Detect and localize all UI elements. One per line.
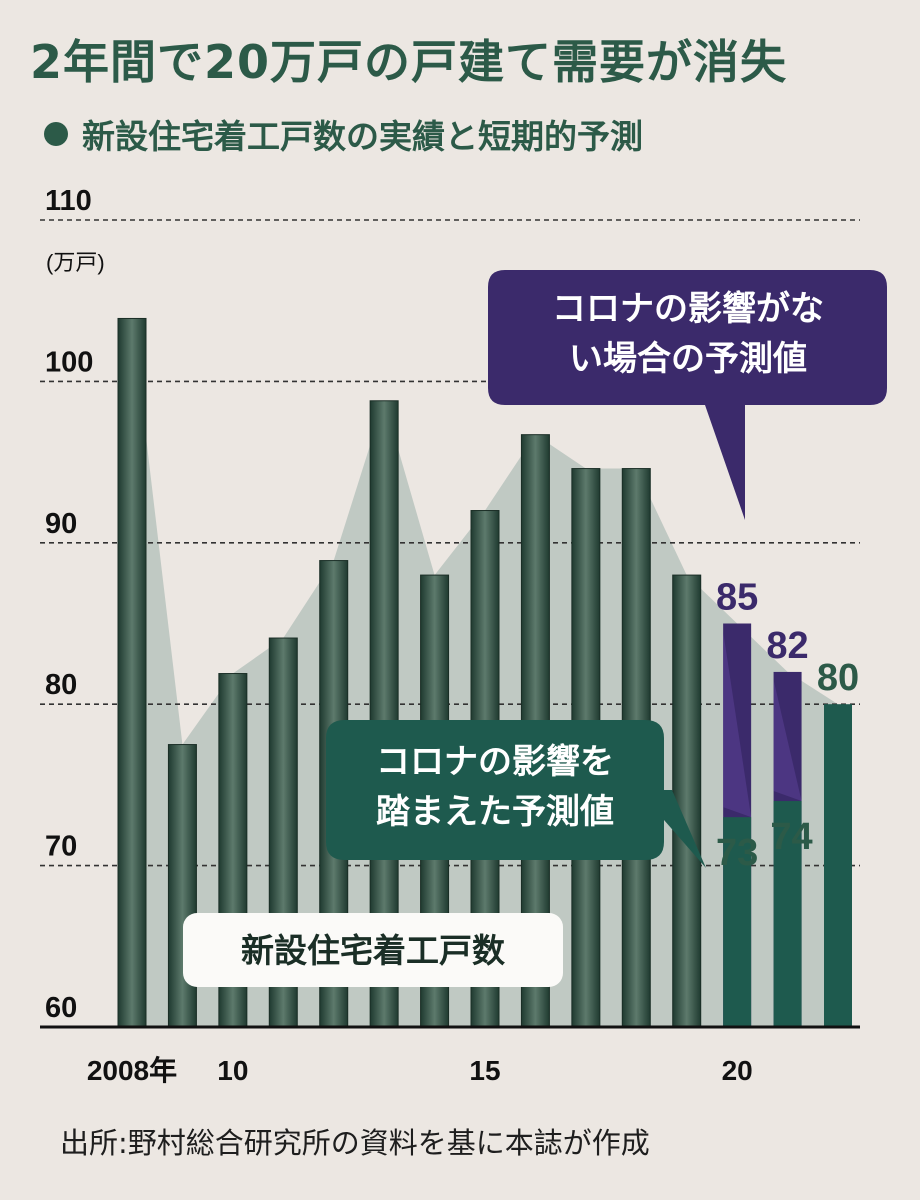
x-tick-label: 2008年 <box>87 1054 177 1086</box>
x-tick-label: 20 <box>722 1055 753 1086</box>
bar-forecast-shade <box>773 679 802 802</box>
y-tick-label: 110 <box>45 185 92 217</box>
y-tick-label: 60 <box>45 992 77 1024</box>
legend-label: 新設住宅着工戸数 <box>241 931 506 970</box>
subtitle-row: 新設住宅着工戸数の実績と短期的予測 <box>44 110 643 158</box>
bar-actual <box>117 317 147 1028</box>
bar-actual <box>672 574 702 1028</box>
data-label: 73 <box>716 832 758 874</box>
data-label: 74 <box>770 816 812 858</box>
y-tick-label: 80 <box>45 669 77 701</box>
bar-forecast-covid <box>723 817 752 1027</box>
x-tick-label: 15 <box>469 1055 500 1086</box>
y-tick-label: 100 <box>45 346 93 378</box>
bullet-icon <box>44 122 68 146</box>
y-tick-label: 90 <box>45 508 77 540</box>
source-note: 出所:野村総合研究所の資料を基に本誌が作成 <box>60 1126 650 1160</box>
bar-forecast-covid <box>773 801 802 1027</box>
x-tick-label: 10 <box>217 1055 248 1086</box>
data-label: 85 <box>716 577 758 619</box>
y-unit-label: (万戸) <box>46 250 105 275</box>
data-label: 80 <box>817 657 859 699</box>
callout-no-covid-text: い場合の予測値 <box>569 339 807 379</box>
chart-subtitle: 新設住宅着工戸数の実績と短期的予測 <box>82 117 643 156</box>
data-label: 82 <box>766 625 808 667</box>
y-tick-label: 70 <box>45 831 77 863</box>
bar-forecast-shade <box>723 631 752 818</box>
legend-box <box>183 913 563 987</box>
callout-covid-text: 踏まえた予測値 <box>376 792 614 832</box>
chart-title: 2年間で20万戸の戸建て需要が消失 <box>30 35 788 89</box>
callout-covid-text: コロナの影響を <box>376 742 614 782</box>
callout-no-covid-text: コロナの影響がな <box>552 289 824 329</box>
callout-no-covid <box>488 270 887 520</box>
bar-forecast-covid <box>824 704 852 1027</box>
callout-covid <box>326 720 706 868</box>
